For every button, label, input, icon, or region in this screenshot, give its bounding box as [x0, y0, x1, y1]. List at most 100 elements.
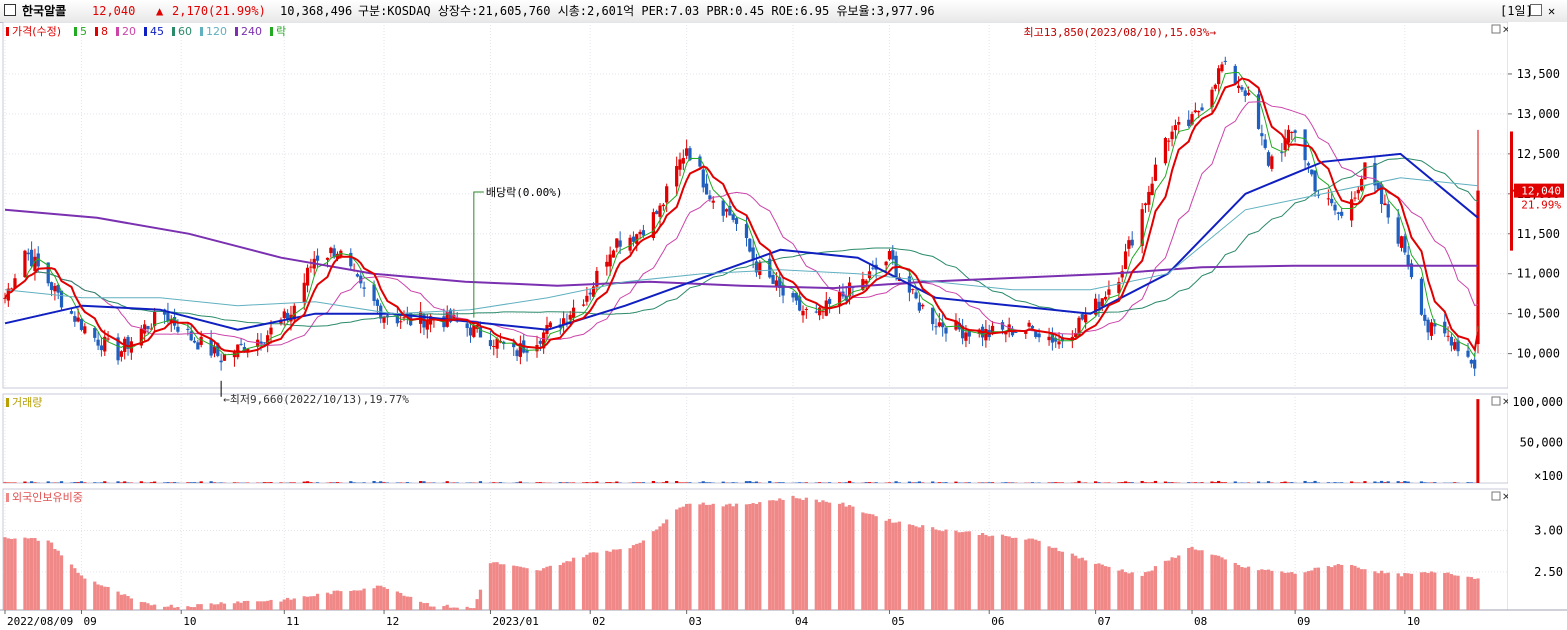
- volume-bar: [119, 482, 123, 483]
- foreign-ratio-bar: [977, 534, 981, 610]
- volume-bar: [1316, 482, 1321, 483]
- close-icon[interactable]: ✕: [1548, 4, 1556, 18]
- foreign-ratio-bar: [1080, 557, 1084, 610]
- candle-body: [1466, 350, 1470, 357]
- foreign-ratio-bar: [465, 606, 469, 610]
- volume-bar: [515, 482, 519, 483]
- foreign-ratio-bar: [103, 586, 107, 610]
- foreign-ratio-bar: [1177, 555, 1181, 610]
- candle-body: [33, 256, 37, 272]
- foreign-ratio-bar: [1333, 565, 1337, 610]
- foreign-ratio-bar: [1336, 564, 1340, 610]
- candle-body: [914, 292, 918, 299]
- candle-body: [728, 205, 732, 216]
- volume-bar: [608, 482, 612, 483]
- candle-body: [768, 258, 772, 278]
- foreign-ratio-bar: [282, 599, 286, 610]
- candle-body: [362, 287, 366, 289]
- volume-bar: [315, 482, 320, 483]
- foreign-ratio-bar: [488, 563, 493, 610]
- foreign-ratio-bar: [379, 585, 383, 610]
- foreign-ratio-bar: [36, 540, 40, 610]
- candle-body: [1084, 314, 1088, 323]
- candle-body: [774, 280, 779, 287]
- candle-body: [548, 322, 552, 327]
- candle-body: [222, 354, 227, 361]
- candle-body: [618, 240, 622, 247]
- foreign-ratio-bar: [96, 584, 100, 610]
- foreign-ratio-bar: [581, 557, 586, 610]
- candle-body: [1336, 212, 1340, 214]
- foreign-ratio-bar: [794, 498, 798, 610]
- candle-body: [1383, 203, 1387, 206]
- foreign-ratio-bar: [941, 531, 945, 610]
- candle-body: [1074, 333, 1078, 338]
- last-price-pointer: [1512, 186, 1518, 195]
- legend-swatch: [116, 27, 119, 36]
- candle-body: [29, 249, 34, 267]
- foreign-ratio-bar: [232, 603, 237, 610]
- foreign-ratio-bar: [1266, 569, 1271, 610]
- candle-body: [199, 336, 203, 345]
- foreign-ratio-bar: [734, 503, 739, 610]
- stock-name: 한국알콜: [22, 4, 67, 18]
- candle-body: [1350, 199, 1354, 221]
- foreign-ratio-bar: [302, 596, 306, 610]
- foreign-ratio-bar: [1476, 578, 1480, 610]
- foreign-ratio-bar: [708, 504, 712, 610]
- candle-body: [794, 292, 798, 301]
- foreign-ratio-bar: [1396, 573, 1400, 610]
- foreign-ratio-bar: [1240, 566, 1244, 610]
- foreign-ratio-bar: [1310, 570, 1314, 610]
- volume-bar: [46, 481, 50, 483]
- foreign-ratio-bar: [568, 561, 572, 610]
- volume-bar: [1007, 482, 1011, 483]
- candle-body: [448, 309, 453, 322]
- foreign-ratio-bar: [791, 495, 795, 610]
- foreign-ratio-bar: [375, 585, 380, 610]
- foreign-ratio-bar: [798, 498, 802, 610]
- candle-body: [262, 342, 266, 344]
- candle-body: [266, 335, 270, 345]
- foreign-ratio-bar: [425, 602, 429, 610]
- restore-icon[interactable]: [1530, 4, 1542, 16]
- foreign-ratio-bar: [1034, 539, 1038, 610]
- candle-body: [189, 331, 193, 341]
- foreign-ratio-bar: [1469, 577, 1473, 610]
- period-button[interactable]: [1일]: [1500, 4, 1533, 18]
- volume-bar: [990, 482, 995, 483]
- candle-body: [1117, 281, 1121, 294]
- foreign-ratio-bar: [1117, 570, 1121, 610]
- volume-bar: [665, 480, 669, 483]
- volume-bar: [1266, 481, 1271, 483]
- select-checkbox[interactable]: [4, 4, 16, 16]
- stock-info: 구분:KOSDAQ 상장수:21,605,760 시총:2,601억 PER:7…: [358, 4, 935, 18]
- candle-body: [425, 320, 429, 330]
- volume-bar: [1379, 480, 1384, 483]
- volume-bar: [73, 482, 77, 483]
- volume-bar: [751, 482, 755, 483]
- x-tick-label: 10: [183, 615, 196, 628]
- candle-body: [711, 200, 715, 203]
- candle-body: [1217, 68, 1221, 85]
- volume-bar: [1077, 480, 1081, 483]
- volume-bars: [3, 399, 1480, 483]
- foreign-ratio-bar: [1130, 572, 1134, 610]
- candle-body: [139, 328, 143, 346]
- foreign-ratio-bar: [1386, 572, 1390, 610]
- volume-bar: [166, 482, 170, 483]
- candle-body: [286, 312, 290, 320]
- volume-bar: [688, 482, 692, 483]
- candle-body: [259, 341, 263, 345]
- foreign-tick-label: 3.00: [1534, 523, 1563, 537]
- foreign-ratio-bar: [468, 608, 473, 610]
- volume-bar: [1054, 482, 1058, 483]
- volume-bar: [335, 482, 340, 483]
- candle-body: [827, 298, 832, 304]
- x-tick-label: 04: [795, 615, 809, 628]
- candle-body: [1187, 119, 1191, 126]
- volume-bar: [1403, 481, 1407, 483]
- candle-body: [685, 148, 689, 156]
- volume-bar: [907, 481, 912, 483]
- volume-bar: [29, 481, 34, 483]
